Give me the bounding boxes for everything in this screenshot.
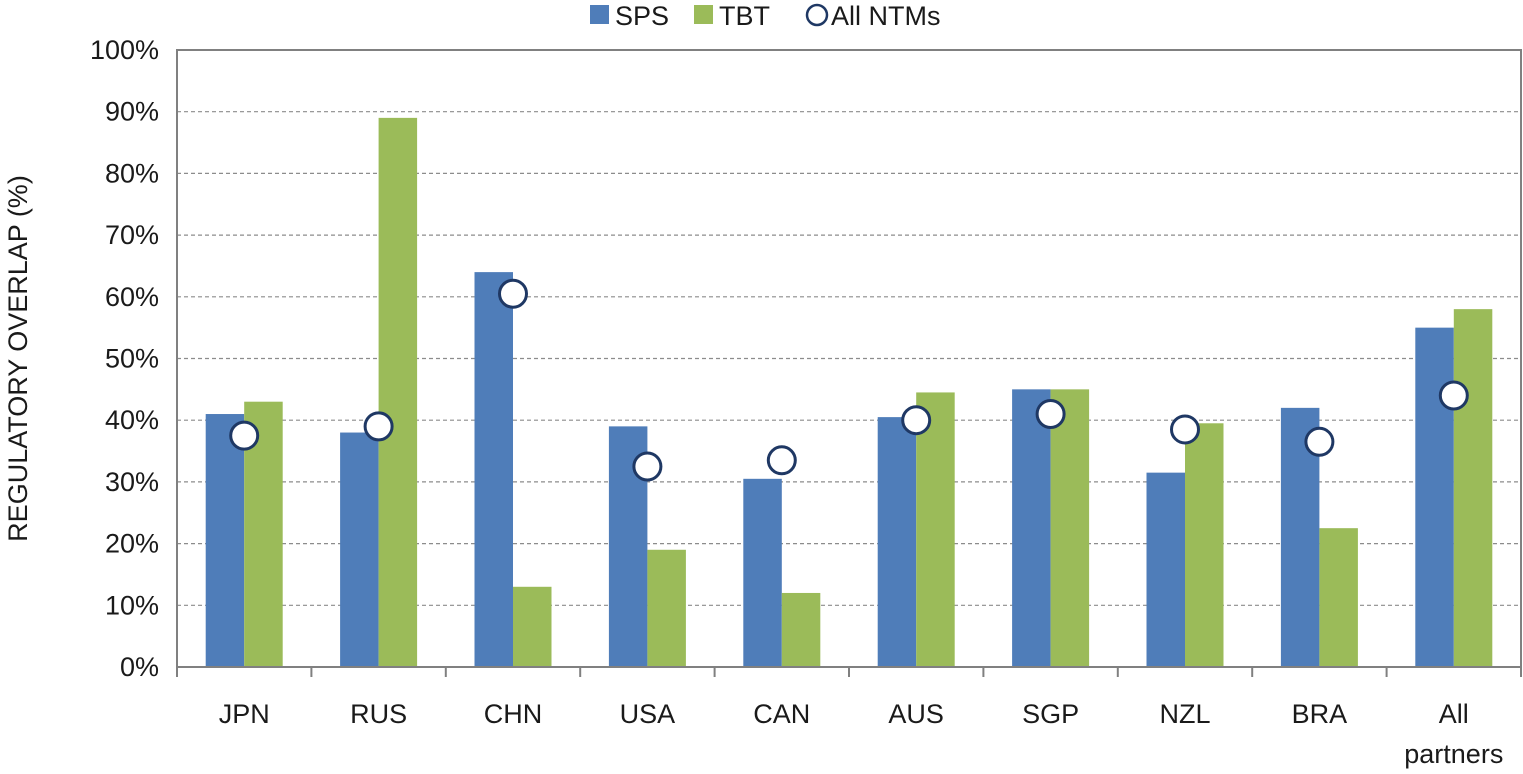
marker-all-ntms bbox=[1170, 414, 1200, 445]
x-tick-label: AUS bbox=[888, 699, 944, 729]
x-tick-label: All partners bbox=[1404, 699, 1503, 769]
marker-all-ntms bbox=[363, 411, 394, 442]
bar-tbt bbox=[1185, 423, 1224, 667]
y-tick-label: 90% bbox=[105, 97, 159, 127]
x-tick-label: CAN bbox=[753, 699, 810, 729]
x-tick-label: CHN bbox=[484, 699, 543, 729]
bar-tbt bbox=[513, 586, 552, 667]
x-tick-label: NZL bbox=[1159, 699, 1210, 729]
bar-tbt bbox=[781, 592, 821, 667]
legend-label-sps: SPS bbox=[615, 1, 669, 31]
bar-sps bbox=[1146, 472, 1185, 667]
y-tick-label: 20% bbox=[105, 529, 159, 559]
y-axis-title: REGULATORY OVERLAP (%) bbox=[3, 175, 33, 542]
y-tick-label: 80% bbox=[105, 158, 159, 188]
y-tick-label: 60% bbox=[105, 282, 159, 312]
marker-all-ntms bbox=[1438, 380, 1469, 411]
y-tick-label: 30% bbox=[105, 467, 159, 497]
x-tick-label: RUS bbox=[350, 699, 407, 729]
y-tick-label: 50% bbox=[105, 344, 159, 374]
y-tick-label: 70% bbox=[105, 220, 159, 250]
y-tick-label: 40% bbox=[105, 405, 159, 435]
bar-sps bbox=[1012, 389, 1051, 667]
y-tick-label: 0% bbox=[120, 652, 159, 682]
marker-all-ntms bbox=[1304, 426, 1335, 457]
marker-all-ntms bbox=[229, 420, 260, 451]
bar-sps bbox=[743, 478, 782, 667]
all-ntms-markers bbox=[229, 278, 1469, 482]
marker-all-ntms bbox=[901, 405, 932, 436]
bar-tbt bbox=[1050, 389, 1090, 667]
legend-swatch-all-ntms bbox=[805, 3, 829, 27]
y-axis-ticks: 0% 10% 20% 30% 40% 50% 60% 70% 80% 90% 100% bbox=[90, 35, 159, 682]
bar-sps bbox=[474, 272, 513, 667]
bar-sps bbox=[1415, 327, 1454, 667]
bar-sps bbox=[877, 417, 917, 667]
bar-tbt bbox=[1319, 528, 1358, 667]
bar-tbt bbox=[647, 549, 686, 667]
y-tick-label: 10% bbox=[105, 590, 159, 620]
legend: SPS TBT All NTMs bbox=[590, 1, 941, 31]
x-tick-label: SGP bbox=[1022, 699, 1079, 729]
marker-all-ntms bbox=[1035, 399, 1066, 430]
x-axis: JPN RUS CHN USA CAN AUS SGP NZL BRA All partners bbox=[176, 666, 1522, 769]
bar-sps bbox=[205, 414, 245, 667]
bars bbox=[205, 117, 1493, 668]
legend-swatch-tbt bbox=[694, 5, 713, 24]
y-tick-label: 100% bbox=[90, 35, 159, 65]
legend-swatch-sps bbox=[590, 5, 609, 24]
legend-label-tbt: TBT bbox=[719, 1, 770, 31]
x-tick-label: JPN bbox=[219, 699, 270, 729]
x-tick-label: USA bbox=[620, 699, 676, 729]
legend-label-all-ntms: All NTMs bbox=[831, 1, 941, 31]
x-tick-label: BRA bbox=[1292, 699, 1348, 729]
marker-all-ntms bbox=[632, 451, 663, 482]
marker-all-ntms bbox=[498, 278, 528, 309]
bar-tbt bbox=[916, 392, 955, 667]
bar-sps bbox=[340, 432, 379, 667]
bar-tbt bbox=[1453, 309, 1493, 667]
marker-all-ntms bbox=[766, 445, 797, 476]
bar-tbt bbox=[378, 117, 418, 668]
